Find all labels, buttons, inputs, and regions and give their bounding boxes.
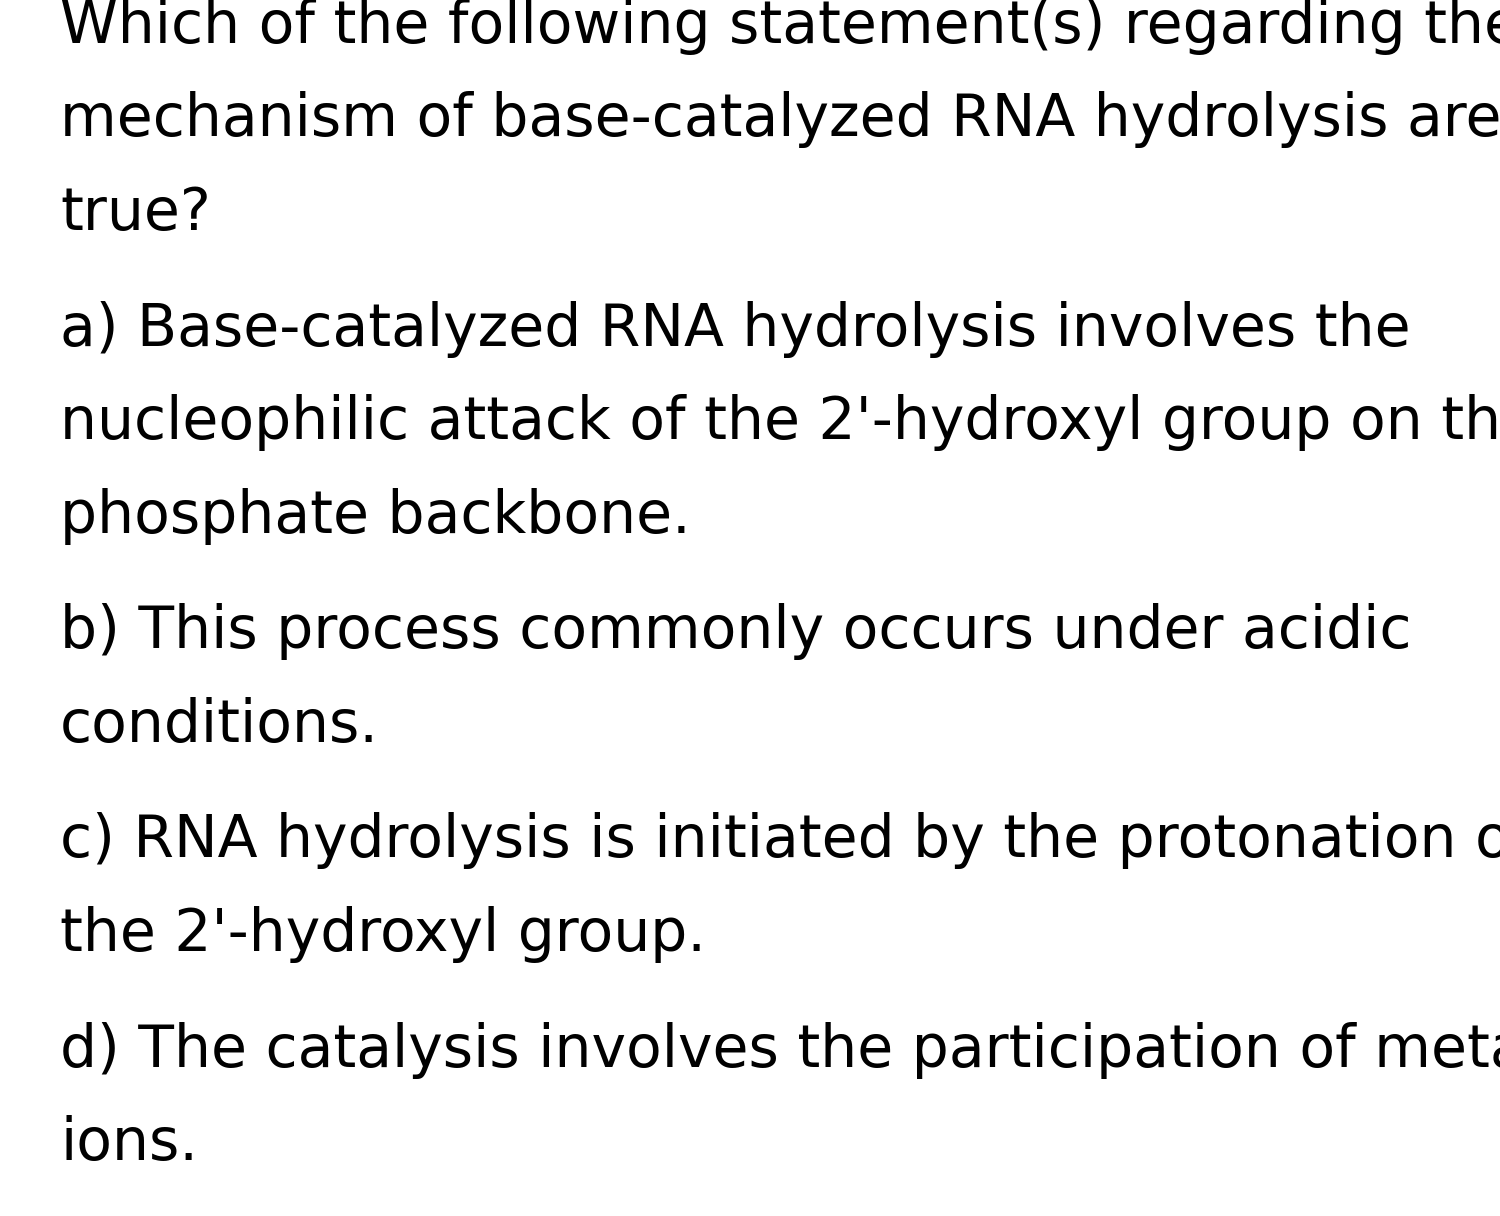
Text: nucleophilic attack of the 2'-hydroxyl group on the: nucleophilic attack of the 2'-hydroxyl g… xyxy=(60,394,1500,451)
Text: phosphate backbone.: phosphate backbone. xyxy=(60,488,690,545)
Text: a) Base-catalyzed RNA hydrolysis involves the: a) Base-catalyzed RNA hydrolysis involve… xyxy=(60,300,1410,358)
Text: the 2'-hydroxyl group.: the 2'-hydroxyl group. xyxy=(60,906,706,963)
Text: d) The catalysis involves the participation of metal: d) The catalysis involves the participat… xyxy=(60,1021,1500,1079)
Text: b) This process commonly occurs under acidic: b) This process commonly occurs under ac… xyxy=(60,603,1411,660)
Text: true?: true? xyxy=(60,185,211,242)
Text: Which of the following statement(s) regarding the: Which of the following statement(s) rega… xyxy=(60,0,1500,55)
Text: c) RNA hydrolysis is initiated by the protonation of: c) RNA hydrolysis is initiated by the pr… xyxy=(60,812,1500,869)
Text: conditions.: conditions. xyxy=(60,697,380,754)
Text: mechanism of base-catalyzed RNA hydrolysis are: mechanism of base-catalyzed RNA hydrolys… xyxy=(60,91,1500,148)
Text: ions.: ions. xyxy=(60,1115,198,1172)
